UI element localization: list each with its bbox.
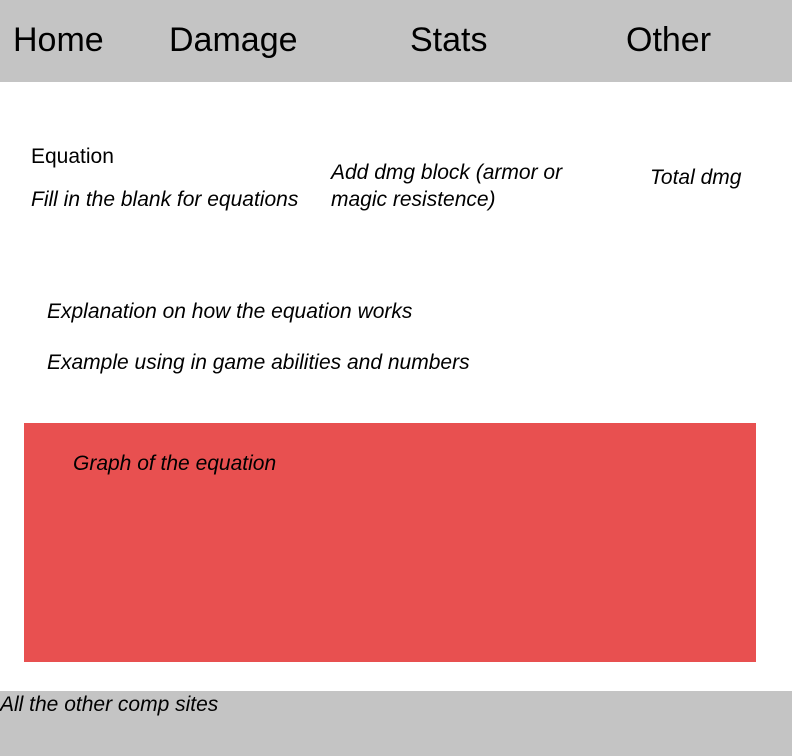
nav-item-other[interactable]: Other [626, 21, 712, 59]
nav-item-home[interactable]: Home [13, 21, 104, 59]
damage-block-input-label[interactable]: Add dmg block (armor or magic resistence… [331, 159, 562, 213]
damage-block-label-line-1: Add dmg block (armor or [331, 161, 563, 184]
equation-title: Equation [31, 145, 114, 168]
footer-bar: All the other comp sites [0, 691, 792, 756]
damage-block-label-line-2: magic resistence) [331, 188, 496, 211]
graph-label: Graph of the equation [73, 452, 277, 475]
equation-explanation: Explanation on how the equation works [47, 300, 413, 323]
nav-item-damage[interactable]: Damage [169, 21, 298, 59]
total-damage-output: Total dmg [650, 166, 742, 189]
nav-item-stats[interactable]: Stats [410, 21, 488, 59]
top-nav-bar: Home Damage Stats Other [0, 0, 792, 82]
footer-other-comp-sites-link[interactable]: All the other comp sites [0, 693, 219, 716]
equation-fill-in-blank[interactable]: Fill in the blank for equations [31, 188, 299, 211]
equation-graph-panel: Graph of the equation [24, 423, 756, 662]
equation-example: Example using in game abilities and numb… [47, 351, 470, 374]
